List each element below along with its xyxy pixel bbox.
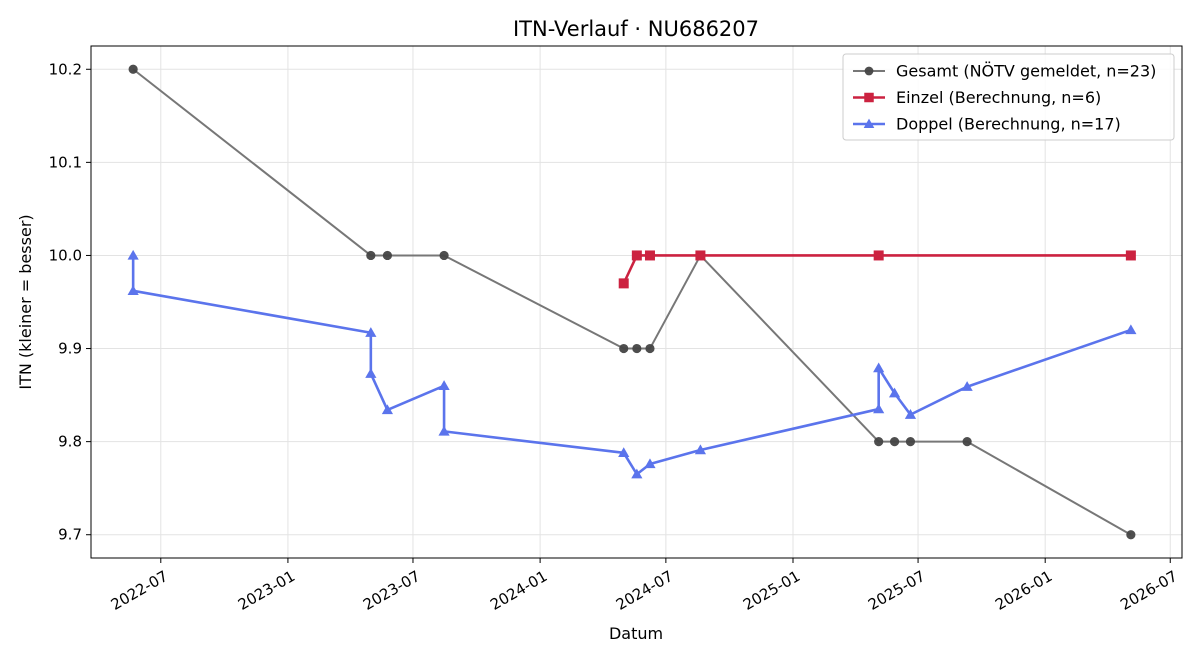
data-point (961, 381, 973, 391)
data-point (888, 387, 901, 398)
data-point (381, 404, 394, 415)
y-tick-label: 10.0 (49, 246, 82, 264)
data-point (365, 327, 377, 337)
legend-label: Doppel (Berechnung, n=17) (896, 115, 1121, 134)
data-point (873, 403, 885, 414)
data-point (874, 437, 884, 447)
legend-label: Einzel (Berechnung, n=6) (896, 88, 1101, 107)
data-point (618, 278, 629, 289)
y-axis-label: ITN (kleiner = besser) (16, 214, 35, 389)
data-point (618, 447, 630, 458)
legend-marker (864, 92, 874, 103)
data-point (644, 250, 655, 261)
series-triangle (127, 249, 1137, 479)
data-point (438, 425, 450, 436)
data-point (694, 444, 707, 455)
y-tick-label: 9.8 (58, 433, 82, 451)
data-point (127, 249, 139, 260)
series-layer (127, 64, 1137, 540)
data-point (619, 343, 629, 354)
legend-box (842, 53, 1175, 141)
y-tick-label: 10.2 (49, 60, 82, 78)
chart-title: ITN-Verlauf · NU686207 (513, 17, 759, 41)
legend-item: Doppel (Berechnung, n=17) (853, 115, 1121, 134)
data-point (365, 368, 377, 378)
data-point (631, 468, 643, 479)
y-tick-label: 9.9 (58, 340, 82, 358)
data-point (645, 343, 655, 354)
data-point (644, 458, 656, 469)
data-point (889, 437, 900, 447)
data-point (1125, 324, 1137, 335)
data-point (1126, 530, 1136, 540)
data-point (382, 250, 393, 261)
legend: Gesamt (NÖTV gemeldet, n=23) Einzel (Bere… (842, 53, 1175, 141)
series-circle (128, 64, 1136, 540)
data-point (962, 437, 972, 447)
legend-marker (864, 66, 874, 76)
legend-label: Gesamt (NÖTV gemeldet, n=23) (896, 62, 1156, 81)
legend-marker (863, 118, 875, 128)
data-point (632, 343, 642, 354)
data-point (438, 380, 450, 390)
y-tick-label: 10.1 (49, 153, 82, 171)
data-point (128, 64, 138, 74)
data-point (873, 250, 884, 261)
legend-item: Gesamt (NÖTV gemeldet, n=23) (853, 62, 1156, 81)
data-point (1125, 250, 1136, 261)
y-tick-label: 9.7 (58, 526, 82, 544)
series-square (618, 250, 1136, 289)
plot-frame (90, 45, 1183, 559)
data-point (873, 362, 885, 373)
data-point (366, 250, 376, 261)
data-point (905, 437, 916, 447)
x-axis-label: Datum (609, 624, 663, 643)
data-point (439, 250, 449, 261)
data-point (695, 250, 706, 261)
data-point (127, 285, 139, 296)
legend-item: Einzel (Berechnung, n=6) (853, 88, 1101, 107)
data-point (904, 409, 917, 419)
data-point (631, 250, 642, 261)
